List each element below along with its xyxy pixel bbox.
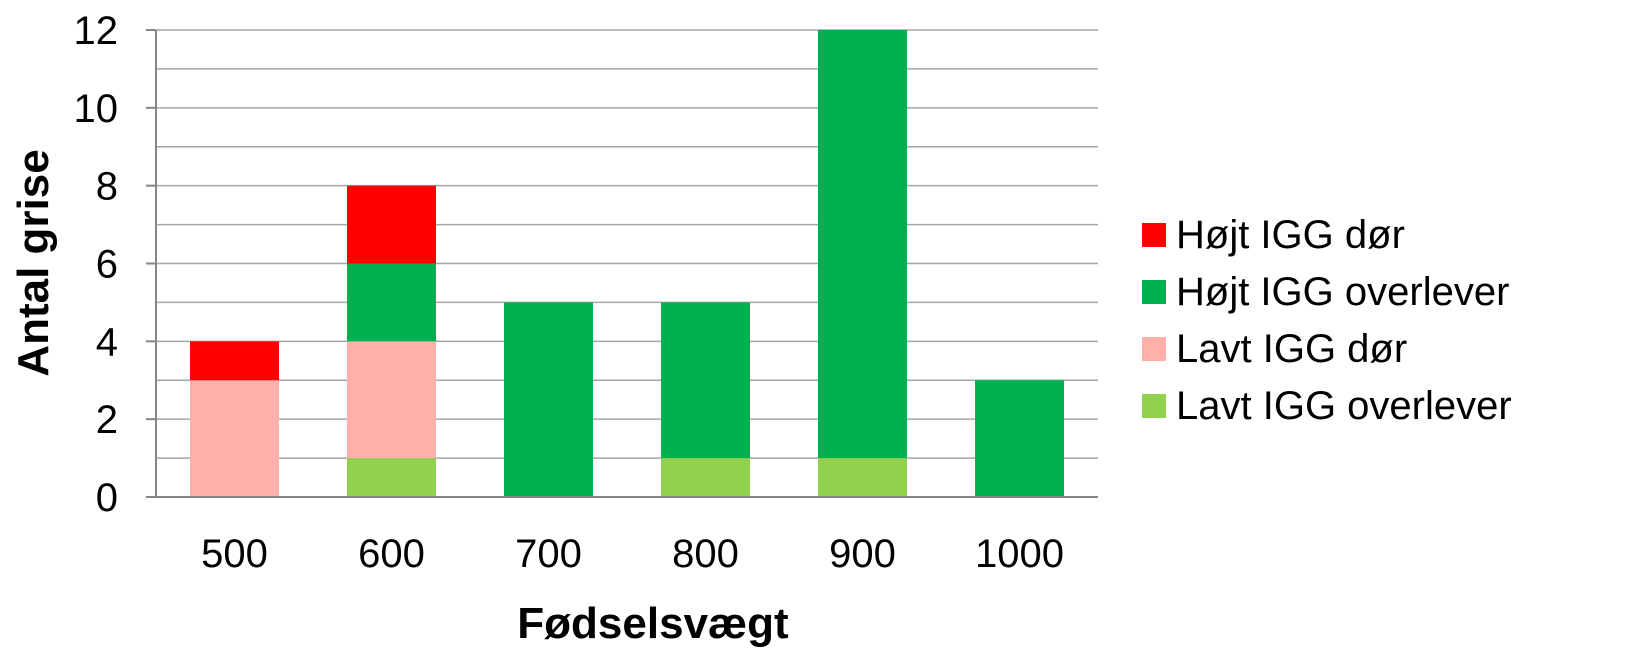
y-tick-label: 10 [74,87,119,131]
bar-segment [818,30,907,459]
y-tick-label: 8 [96,165,118,209]
bar-segment [661,458,750,497]
y-tick-labels: 0 2 4 6 8 10 12 [74,9,119,520]
bar-segment [347,458,436,497]
bar-segment [347,263,436,342]
legend-swatch [1142,394,1166,418]
x-tick-label: 800 [672,532,739,576]
bar-segment [818,458,907,497]
legend-swatch [1142,223,1166,247]
x-axis-title: Fødselsvægt [517,599,789,648]
axes [146,29,1098,498]
x-tick-label: 500 [201,532,268,576]
x-tick-label: 900 [829,532,896,576]
bar-segment [975,380,1064,497]
x-tick-label: 700 [515,532,582,576]
bar-segment [504,302,593,497]
legend-label: Lavt IGG dør [1176,327,1407,371]
x-tick-label: 600 [358,532,425,576]
x-tick-label: 1000 [975,532,1064,576]
y-tick-label: 12 [74,9,119,53]
bar-segment [661,302,750,459]
legend-label: Lavt IGG overlever [1176,384,1512,428]
y-axis-title: Antal grise [9,149,58,376]
x-tick-labels: 500 600 700 800 900 1000 [201,532,1064,576]
y-tick-label: 0 [96,476,118,520]
y-tick-label: 2 [96,398,118,442]
legend-label: Højt IGG overlever [1176,270,1509,314]
gridlines [156,29,1098,459]
y-tick-label: 6 [96,243,118,287]
y-tick-label: 4 [96,320,118,364]
bars [190,30,1064,497]
bar-segment [347,341,436,459]
legend-swatch [1142,337,1166,361]
legend-swatch [1142,280,1166,304]
legend-label: Højt IGG dør [1176,213,1405,257]
bar-segment [347,185,436,264]
bar-segment [190,380,279,497]
bar-segment [190,341,279,381]
legend: Højt IGG dør Højt IGG overlever Lavt IGG d… [1142,213,1512,428]
